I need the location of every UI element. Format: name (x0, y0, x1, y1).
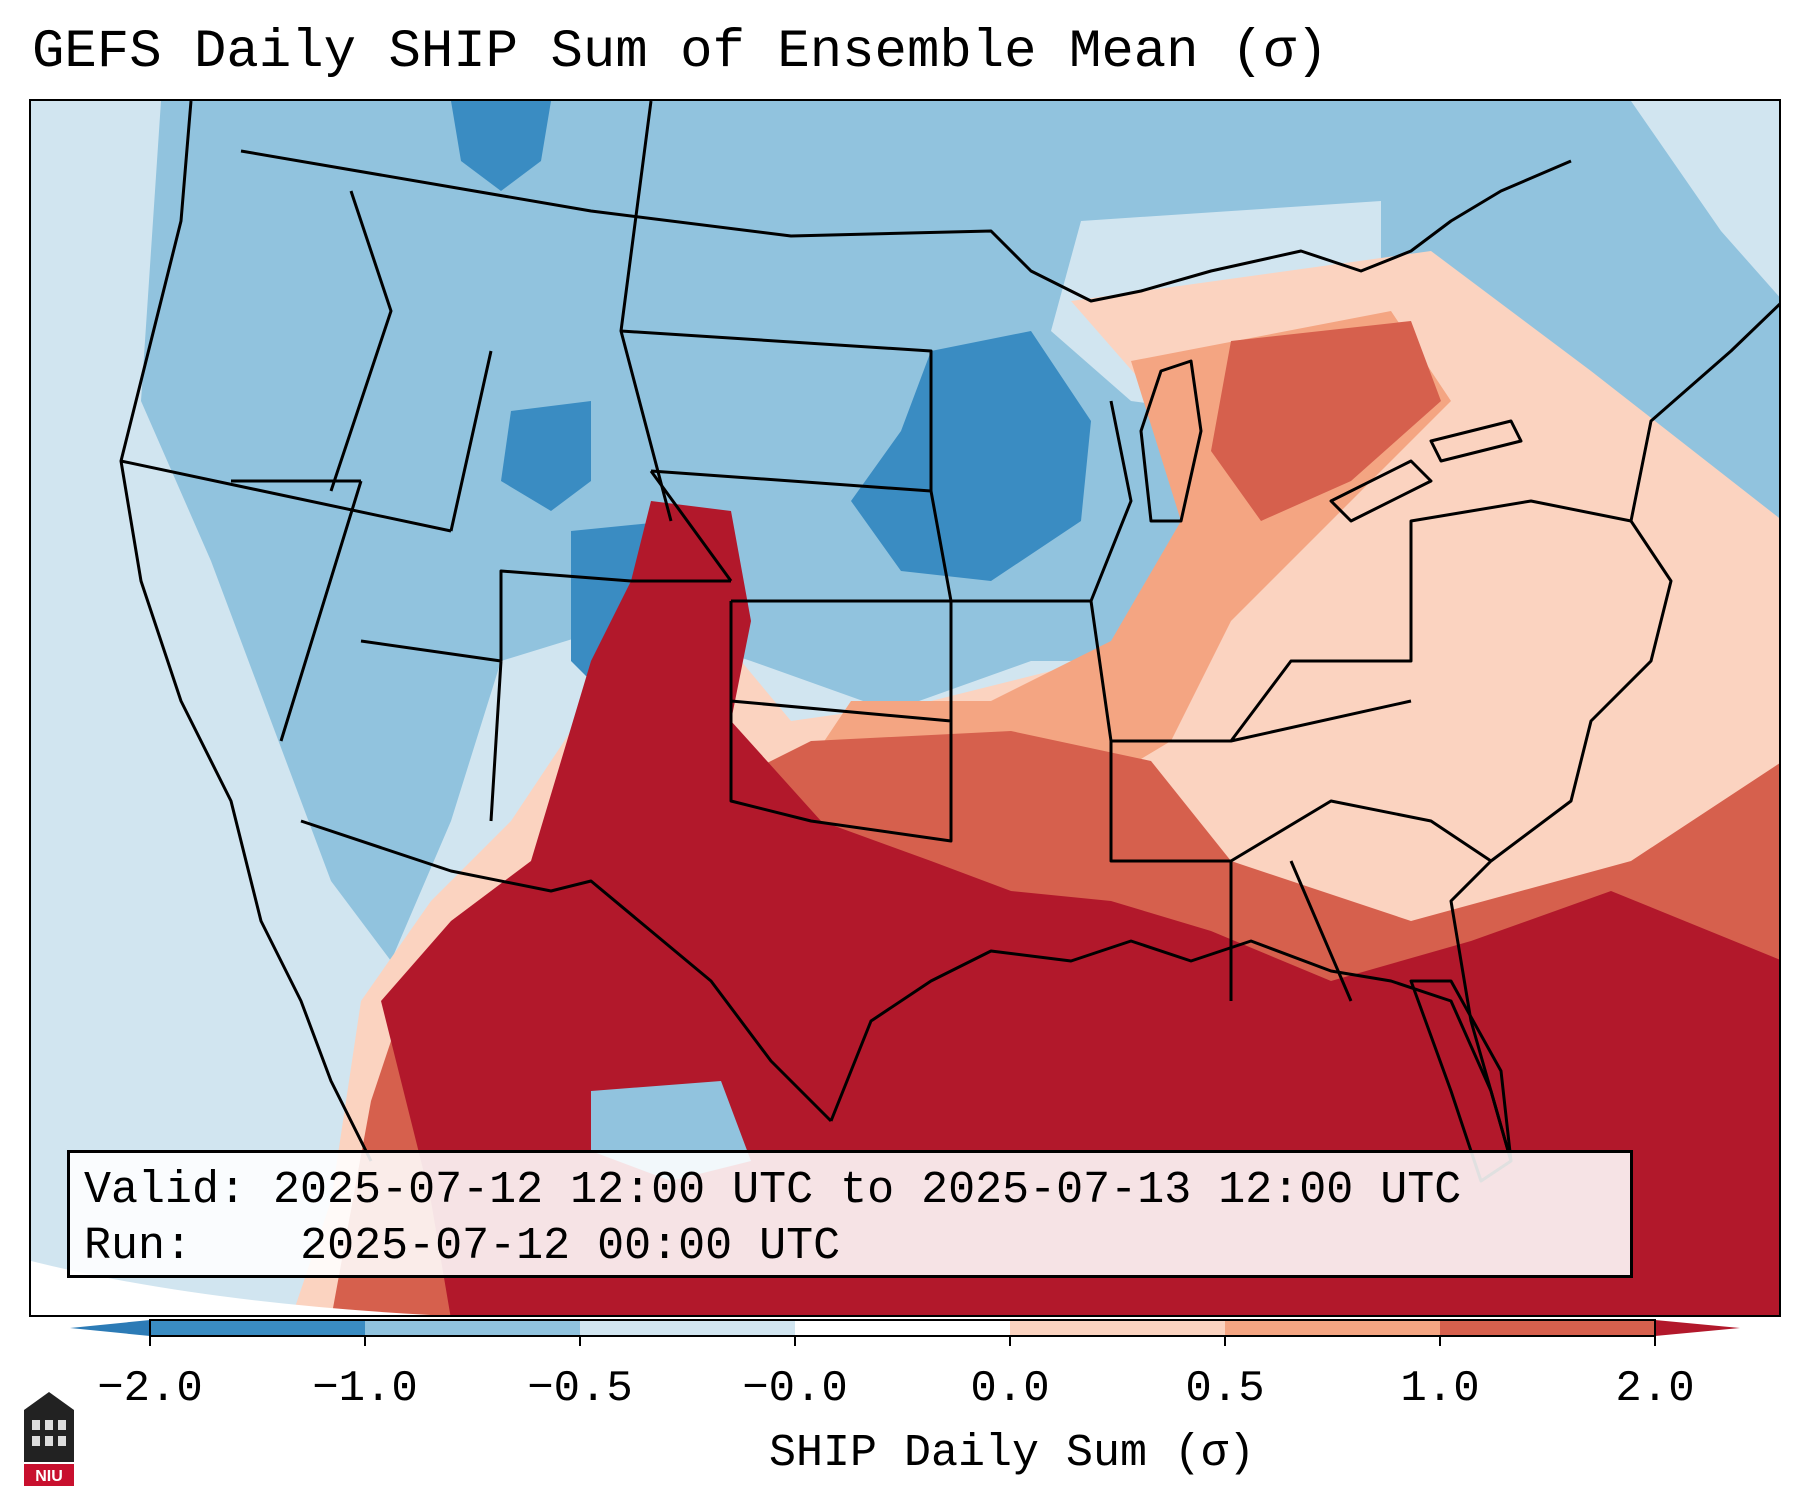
colorbar-ticks (149, 1336, 1656, 1346)
colorbar-outline (149, 1319, 1656, 1337)
logo-text: NIU (35, 1468, 63, 1485)
lake-ontario (1429, 419, 1523, 463)
coastline-east (1449, 302, 1779, 1162)
anomaly-region-strong-negative-3 (851, 331, 1091, 581)
run-label: Run: (84, 1221, 193, 1272)
map-panel (29, 99, 1781, 1317)
coastline-west (119, 101, 373, 1162)
colorbar-segment-2 (365, 1320, 580, 1336)
colorbar-extend-high (1655, 1320, 1740, 1336)
state-lines-east (951, 400, 1632, 1002)
map-title: GEFS Daily SHIP Sum of Ensemble Mean (σ) (32, 22, 1329, 83)
valid-value: 2025-07-12 12:00 UTC to 2025-07-13 12:00… (273, 1165, 1462, 1216)
run-value: 2025-07-12 00:00 UTC (300, 1221, 841, 1272)
coastline-gulf (829, 939, 1513, 1162)
tick-label-6: 0.5 (1185, 1364, 1265, 1414)
anomaly-region-strong-negative-1 (451, 101, 551, 191)
border-mexico (300, 819, 833, 1123)
validity-info-box: Valid: 2025-07-12 12:00 UTC to 2025-07-1… (67, 1150, 1633, 1278)
anomaly-map (31, 101, 1779, 1315)
tick-label-5: 0.0 (970, 1364, 1050, 1414)
tick-label-7: 1.0 (1400, 1364, 1480, 1414)
colorbar-segment-3 (580, 1320, 795, 1336)
tick-label-4: −0.0 (742, 1364, 848, 1414)
tick-label-2: −1.0 (312, 1364, 418, 1414)
tick-label-3: −0.5 (527, 1364, 633, 1414)
political-boundaries (119, 101, 1779, 1183)
tick-label-8: 2.0 (1615, 1364, 1695, 1414)
map-outer-mask (31, 1261, 431, 1315)
niu-logo-icon: NIU (24, 1392, 74, 1486)
lake-erie (1329, 459, 1433, 523)
colorbar-segment-1 (150, 1320, 365, 1336)
border-canada (240, 149, 1572, 303)
colorbar-segment-7 (1440, 1320, 1655, 1336)
lake-michigan (1139, 359, 1203, 523)
colorbar-label: SHIP Daily Sum (σ) (768, 1428, 1256, 1479)
valid-label: Valid: (84, 1165, 247, 1216)
colorbar-segment-4 (795, 1320, 1010, 1336)
tick-label-1: −2.0 (97, 1364, 203, 1414)
colorbar-segment-6 (1225, 1320, 1440, 1336)
colorbar (70, 1319, 1740, 1346)
anomaly-region-strong-negative-2 (501, 401, 591, 511)
colorbar-extend-low (70, 1320, 150, 1336)
colorbar-segment-5 (1010, 1320, 1225, 1336)
